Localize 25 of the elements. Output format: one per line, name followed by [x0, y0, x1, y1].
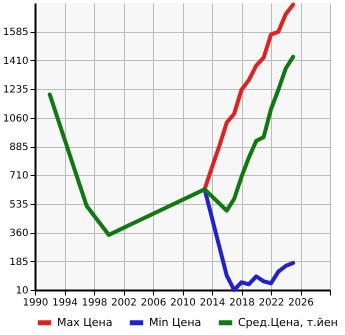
y-tick-label: 1235 — [3, 84, 28, 96]
y-tick-label: 1585 — [3, 27, 28, 38]
y-tick-label: 185 — [9, 256, 28, 268]
x-tick-label: 2018 — [229, 298, 255, 308]
y-tick-label: 10 — [16, 286, 28, 296]
legend-label: Max Цена — [57, 316, 112, 329]
y-tick-label: 885 — [9, 142, 28, 153]
x-tick-label: 2026 — [288, 298, 314, 308]
x-tick-label: 2006 — [140, 298, 166, 308]
y-tick-label: 710 — [9, 170, 28, 182]
x-tick-label: 1990 — [22, 298, 48, 308]
x-tick-label: 2014 — [200, 298, 226, 308]
y-tick-label: 1060 — [3, 113, 28, 124]
legend-label: Сред.Цена, т.йен — [238, 316, 338, 329]
line-series — [202, 2, 296, 192]
x-tick-label: 1994 — [52, 298, 78, 308]
x-tick-label: 2010 — [170, 298, 196, 308]
line-series — [48, 54, 296, 237]
legend-label: Min Цена — [149, 316, 202, 329]
x-tick-label: 2002 — [111, 298, 137, 308]
y-tick-label: 1410 — [3, 56, 28, 67]
x-tick-label: 2022 — [258, 298, 284, 308]
y-tick-label: 360 — [9, 228, 28, 240]
x-tick-label: 1998 — [82, 298, 108, 308]
y-tick-label: 535 — [9, 199, 28, 210]
